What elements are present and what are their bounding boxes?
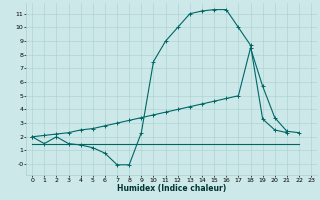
X-axis label: Humidex (Indice chaleur): Humidex (Indice chaleur) xyxy=(117,184,226,193)
